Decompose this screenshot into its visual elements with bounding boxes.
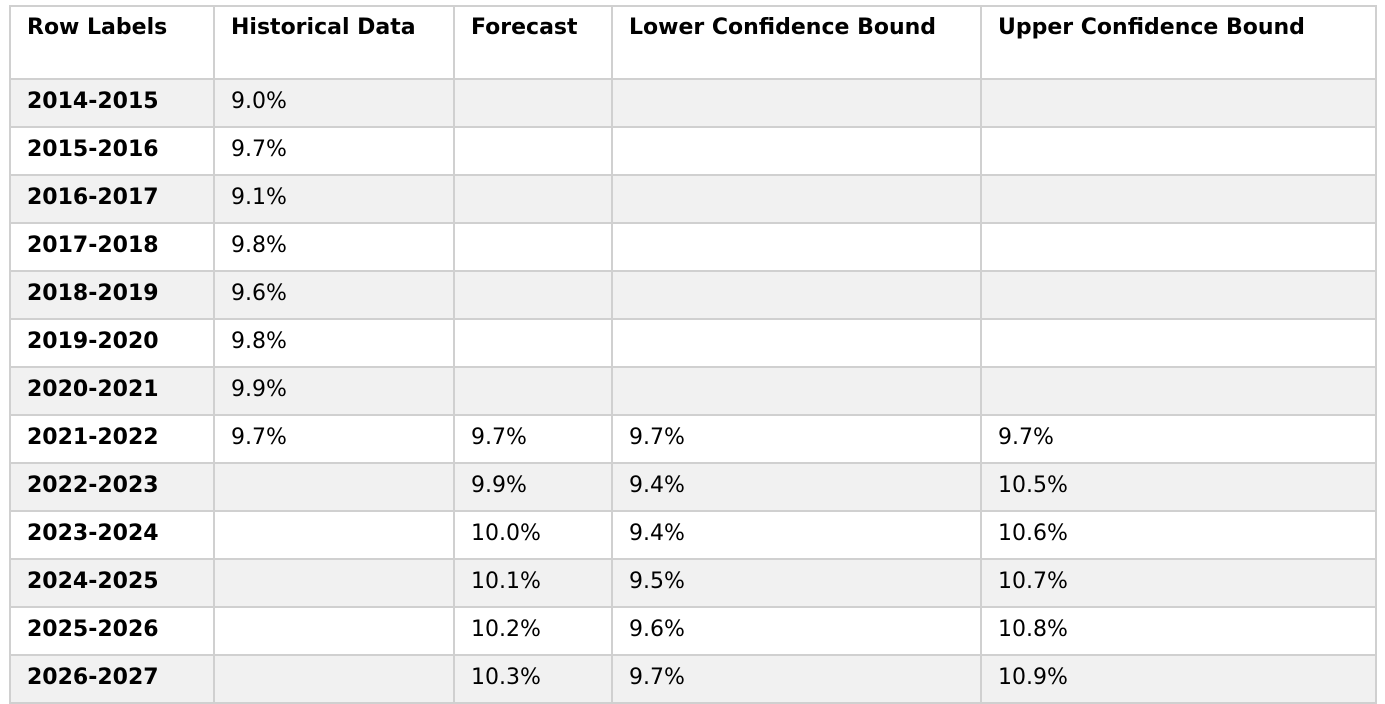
forecast-cell — [453, 318, 613, 368]
table-row: 2017-2018 9.8% — [9, 222, 1377, 272]
historical-cell — [213, 654, 455, 704]
upper-bound-cell — [980, 78, 1377, 128]
row-label: 2019-2020 — [9, 318, 215, 368]
row-label: 2025-2026 — [9, 606, 215, 656]
row-label: 2017-2018 — [9, 222, 215, 272]
historical-cell — [213, 558, 455, 608]
row-label: 2018-2019 — [9, 270, 215, 320]
forecast-cell — [453, 78, 613, 128]
table-row: 2014-2015 9.0% — [9, 78, 1377, 128]
upper-bound-cell — [980, 270, 1377, 320]
upper-bound-cell: 9.7% — [980, 414, 1377, 464]
upper-bound-cell — [980, 174, 1377, 224]
forecast-table-container: Row Labels Historical Data Forecast Lowe… — [9, 5, 1377, 704]
row-label: 2021-2022 — [9, 414, 215, 464]
historical-cell — [213, 606, 455, 656]
header-row: Row Labels Historical Data Forecast Lowe… — [9, 5, 1377, 80]
lower-bound-cell — [611, 366, 982, 416]
upper-bound-cell — [980, 222, 1377, 272]
historical-cell: 9.6% — [213, 270, 455, 320]
header-row-labels: Row Labels — [9, 5, 215, 80]
upper-bound-cell — [980, 366, 1377, 416]
lower-bound-cell — [611, 270, 982, 320]
lower-bound-cell: 9.4% — [611, 510, 982, 560]
forecast-cell: 9.9% — [453, 462, 613, 512]
row-label: 2023-2024 — [9, 510, 215, 560]
historical-cell: 9.0% — [213, 78, 455, 128]
lower-bound-cell: 9.7% — [611, 654, 982, 704]
historical-cell: 9.7% — [213, 414, 455, 464]
upper-bound-cell — [980, 126, 1377, 176]
forecast-cell — [453, 366, 613, 416]
row-label: 2016-2017 — [9, 174, 215, 224]
header-historical-data: Historical Data — [213, 5, 455, 80]
historical-cell: 9.8% — [213, 318, 455, 368]
table-header: Row Labels Historical Data Forecast Lowe… — [9, 5, 1377, 80]
lower-bound-cell: 9.5% — [611, 558, 982, 608]
forecast-cell: 10.2% — [453, 606, 613, 656]
table-body: 2014-2015 9.0% 2015-2016 9.7% 2016-2017 … — [9, 78, 1377, 704]
upper-bound-cell: 10.6% — [980, 510, 1377, 560]
forecast-table: Row Labels Historical Data Forecast Lowe… — [9, 5, 1377, 704]
table-row: 2025-2026 10.2% 9.6% 10.8% — [9, 606, 1377, 656]
forecast-cell — [453, 126, 613, 176]
table-row: 2020-2021 9.9% — [9, 366, 1377, 416]
historical-cell: 9.7% — [213, 126, 455, 176]
header-upper-confidence-bound: Upper Confidence Bound — [980, 5, 1377, 80]
row-label: 2026-2027 — [9, 654, 215, 704]
lower-bound-cell: 9.7% — [611, 414, 982, 464]
forecast-cell — [453, 222, 613, 272]
table-row: 2026-2027 10.3% 9.7% 10.9% — [9, 654, 1377, 704]
lower-bound-cell — [611, 78, 982, 128]
forecast-cell: 10.1% — [453, 558, 613, 608]
historical-cell: 9.8% — [213, 222, 455, 272]
historical-cell: 9.1% — [213, 174, 455, 224]
upper-bound-cell: 10.9% — [980, 654, 1377, 704]
header-forecast: Forecast — [453, 5, 613, 80]
table-row: 2022-2023 9.9% 9.4% 10.5% — [9, 462, 1377, 512]
table-row: 2015-2016 9.7% — [9, 126, 1377, 176]
forecast-cell — [453, 270, 613, 320]
table-row: 2019-2020 9.8% — [9, 318, 1377, 368]
row-label: 2020-2021 — [9, 366, 215, 416]
historical-cell — [213, 510, 455, 560]
lower-bound-cell — [611, 174, 982, 224]
lower-bound-cell: 9.6% — [611, 606, 982, 656]
forecast-cell: 10.0% — [453, 510, 613, 560]
lower-bound-cell — [611, 126, 982, 176]
row-label: 2015-2016 — [9, 126, 215, 176]
table-row: 2021-2022 9.7% 9.7% 9.7% 9.7% — [9, 414, 1377, 464]
lower-bound-cell: 9.4% — [611, 462, 982, 512]
row-label: 2014-2015 — [9, 78, 215, 128]
historical-cell: 9.9% — [213, 366, 455, 416]
lower-bound-cell — [611, 318, 982, 368]
upper-bound-cell: 10.5% — [980, 462, 1377, 512]
table-row: 2016-2017 9.1% — [9, 174, 1377, 224]
lower-bound-cell — [611, 222, 982, 272]
row-label: 2024-2025 — [9, 558, 215, 608]
forecast-cell: 9.7% — [453, 414, 613, 464]
forecast-cell — [453, 174, 613, 224]
table-row: 2023-2024 10.0% 9.4% 10.6% — [9, 510, 1377, 560]
header-lower-confidence-bound: Lower Confidence Bound — [611, 5, 982, 80]
upper-bound-cell: 10.7% — [980, 558, 1377, 608]
historical-cell — [213, 462, 455, 512]
upper-bound-cell — [980, 318, 1377, 368]
row-label: 2022-2023 — [9, 462, 215, 512]
upper-bound-cell: 10.8% — [980, 606, 1377, 656]
table-row: 2018-2019 9.6% — [9, 270, 1377, 320]
table-row: 2024-2025 10.1% 9.5% 10.7% — [9, 558, 1377, 608]
forecast-cell: 10.3% — [453, 654, 613, 704]
